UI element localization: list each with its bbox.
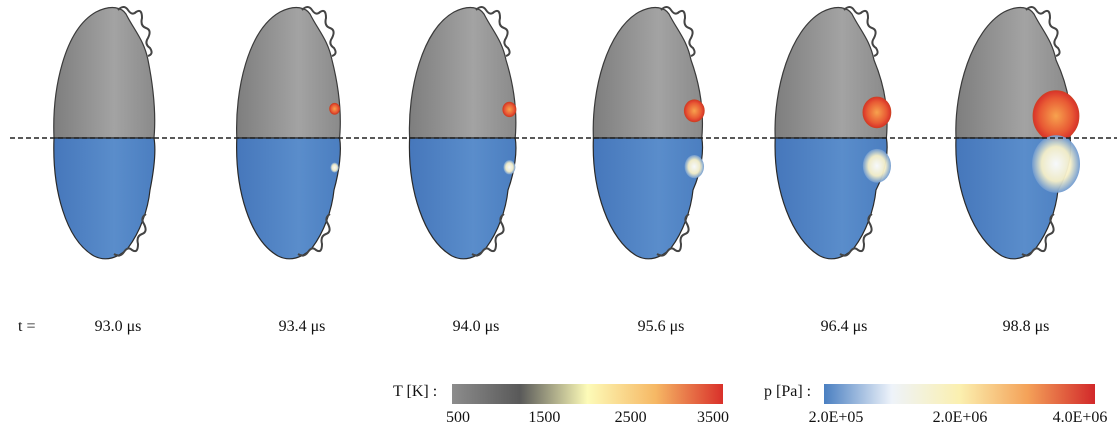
- hot-spot-2: [329, 102, 341, 115]
- pressure-wave-2: [330, 162, 339, 173]
- frame-3: [408, 6, 517, 260]
- pressure-tick-3: 4.0E+06: [1052, 409, 1108, 426]
- pressure-tick-1: 2.0E+05: [808, 409, 864, 426]
- fringe-bottom-5: [839, 213, 873, 257]
- pressure-colorbar-label: p [Pa] :: [764, 383, 812, 400]
- temperature-colorbar-label: T [K] :: [393, 383, 438, 400]
- temperature-half-1: [53, 6, 156, 139]
- temperature-tick-3: 2500: [614, 409, 647, 426]
- temperature-colorbar: [452, 384, 723, 404]
- time-label-5: 96.4 μs: [820, 318, 868, 335]
- pressure-half-3: [408, 137, 517, 260]
- fringe-bottom-2: [297, 213, 331, 257]
- temperature-half-4: [592, 6, 704, 139]
- temperature-half-5: [774, 6, 888, 139]
- pressure-wave-4: [684, 154, 704, 179]
- frame-5: [774, 6, 892, 260]
- hot-spot-6: [1032, 90, 1080, 142]
- frame-4: [592, 6, 705, 260]
- fringe-top-4: [660, 6, 696, 57]
- time-label-2: 93.4 μs: [278, 318, 326, 335]
- temperature-tick-1: 500: [446, 409, 470, 426]
- fringe-top-2: [301, 6, 337, 57]
- pressure-wave-3: [503, 160, 516, 175]
- fringe-top-6: [1025, 6, 1061, 57]
- fringe-bottom-3: [471, 213, 505, 257]
- pressure-colorbar: [824, 384, 1095, 404]
- hot-spot-4: [683, 99, 705, 123]
- pressure-half-4: [592, 137, 704, 260]
- time-label-6: 98.8 μs: [1002, 318, 1050, 335]
- fringe-bottom-4: [656, 213, 690, 257]
- fringe-top-3: [475, 6, 511, 57]
- time-prefix-label: t =: [18, 318, 36, 335]
- fringe-top-5: [843, 6, 879, 57]
- time-label-3: 94.0 μs: [452, 318, 500, 335]
- fringe-top-1: [117, 6, 153, 57]
- hot-spot-5: [862, 96, 892, 129]
- pressure-wave-6: [1032, 135, 1080, 193]
- temperature-tick-4: 3500: [697, 409, 729, 426]
- fringe-bottom-6: [1021, 213, 1055, 257]
- pressure-half-2: [236, 137, 341, 260]
- fringe-bottom-1: [113, 213, 147, 257]
- temperature-tick-2: 1500: [528, 409, 561, 426]
- pressure-half-1: [53, 137, 156, 260]
- pressure-wave-5: [862, 148, 892, 183]
- time-label-1: 93.0 μs: [94, 318, 142, 335]
- time-label-4: 95.6 μs: [637, 318, 685, 335]
- temperature-half-3: [408, 6, 517, 139]
- pressure-tick-2: 2.0E+06: [932, 409, 988, 426]
- frame-2: [236, 6, 341, 260]
- hot-spot-3: [502, 101, 517, 118]
- temperature-half-2: [236, 6, 341, 139]
- frame-1: [53, 6, 156, 260]
- frame-6: [955, 6, 1080, 260]
